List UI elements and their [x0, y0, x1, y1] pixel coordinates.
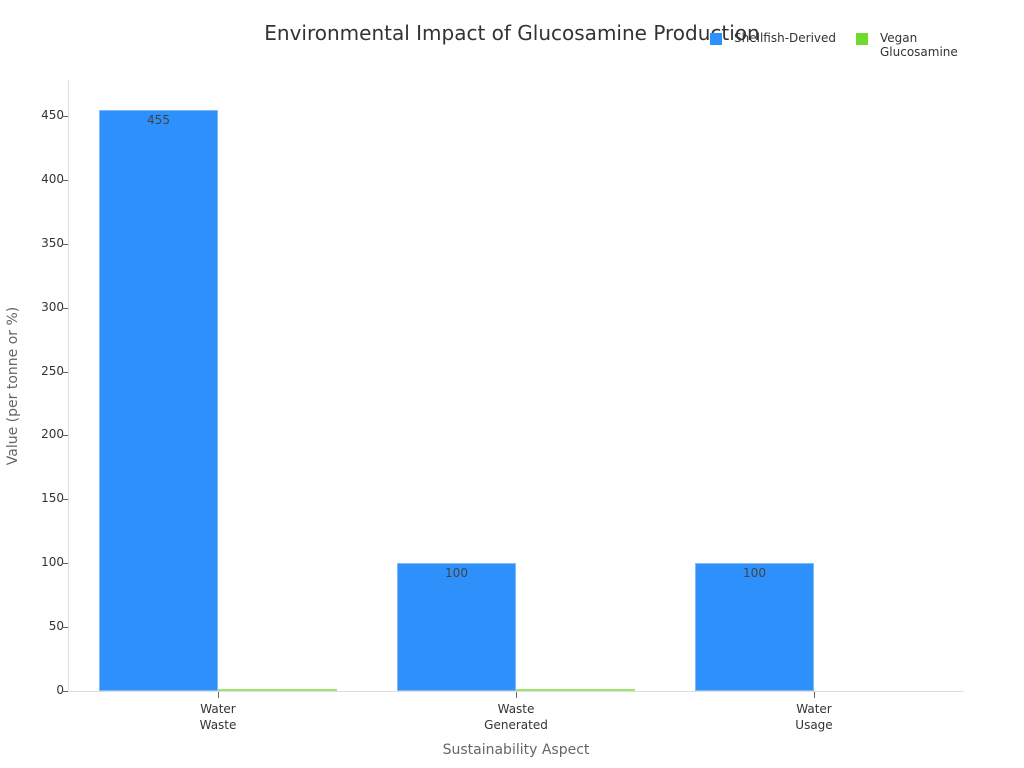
y-tick-label: 450	[41, 108, 64, 122]
x-axis	[68, 691, 964, 692]
y-tick-mark	[62, 499, 68, 501]
x-tick-label: Waste Generated	[484, 702, 548, 732]
y-tick-label: 0	[56, 683, 64, 697]
legend-swatch-shellfish	[710, 33, 722, 45]
y-tick-mark	[62, 627, 68, 629]
bar-value-label: 100	[445, 566, 468, 581]
legend-swatch-vegan	[856, 33, 868, 45]
bar-shellfish[interactable]	[695, 563, 814, 691]
bar-shellfish[interactable]	[397, 563, 516, 691]
y-tick-mark	[62, 435, 68, 437]
y-tick-mark	[62, 116, 68, 117]
legend-item-shellfish[interactable]: Shellfish-Derived	[710, 31, 836, 45]
y-tick-label: 300	[41, 299, 64, 314]
y-tick-label: 400	[41, 171, 64, 186]
x-tick-label: Water Usage	[795, 702, 833, 732]
y-axis-label: Value (per tonne or %)	[5, 306, 21, 466]
x-axis-label: Sustainability Aspect	[442, 742, 590, 758]
chart-title: Environmental Impact of Glucosamine Prod…	[264, 21, 760, 45]
x-tick-mark	[516, 692, 517, 698]
y-tick-mark	[62, 563, 68, 565]
y-tick-mark	[62, 691, 68, 692]
bar-shellfish[interactable]	[99, 109, 218, 691]
x-tick-mark	[218, 692, 219, 698]
x-tick-mark	[814, 692, 815, 698]
y-tick-label: 250	[41, 363, 64, 378]
legend-label-shellfish: Shellfish-Derived	[734, 31, 837, 45]
bar-value-label: 100	[743, 566, 766, 581]
y-tick-label: 100	[41, 555, 64, 570]
y-axis	[68, 80, 69, 692]
legend-item-vegan[interactable]: Vegan Glucosamine	[856, 31, 958, 59]
y-tick-mark	[62, 179, 68, 181]
y-tick-mark	[62, 371, 68, 373]
y-tick-label: 150	[41, 491, 64, 506]
bar-vegan[interactable]	[516, 689, 635, 692]
bar-value-label: 455	[147, 112, 170, 127]
y-tick-label: 50	[48, 619, 64, 634]
y-tick-mark	[62, 307, 68, 309]
bar-vegan[interactable]	[218, 689, 337, 692]
x-tick-label: Water Waste	[199, 702, 237, 732]
legend-label-vegan: Vegan Glucosamine	[880, 31, 958, 59]
y-tick-mark	[62, 243, 68, 245]
y-tick-label: 200	[41, 427, 64, 442]
y-tick-label: 350	[41, 235, 64, 250]
